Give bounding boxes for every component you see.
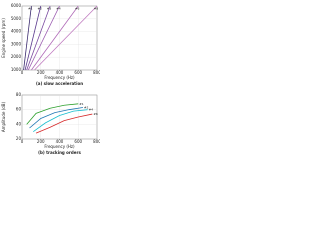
series-label: #1 — [79, 102, 84, 106]
y-tick-label: 4000 — [11, 29, 22, 34]
series-label: #4 — [89, 108, 94, 112]
y-tick-label: 3000 — [11, 41, 22, 46]
y-tick-label: 2000 — [11, 54, 22, 59]
series-label: #2 — [38, 7, 43, 11]
series-line — [26, 103, 79, 125]
series-line — [35, 113, 93, 134]
series-label: #6 — [93, 112, 98, 116]
y-tick-label: 6000 — [11, 3, 22, 8]
series-line — [31, 5, 79, 71]
series-line — [29, 107, 84, 129]
series-line — [27, 5, 60, 71]
x-tick-label: 0 — [21, 139, 24, 144]
y-tick-label: 5000 — [11, 16, 22, 21]
series-label: #4 — [56, 7, 61, 11]
page: 1000 2000 3000 4000 5000 6000 0 200 400 600 800 Fre… — [1, 3, 100, 155]
series-line — [26, 5, 51, 71]
y-axis-label: Amplitude (dB) — [1, 101, 6, 132]
x-tick-label: 200 — [37, 139, 45, 144]
series-label: #8 — [94, 7, 99, 11]
x-axis-label: Frequency (Hz) — [44, 75, 75, 80]
x-tick-label: 0 — [21, 70, 24, 75]
series-label: #6 — [75, 7, 80, 11]
series-line — [24, 5, 42, 71]
x-tick-label: 600 — [74, 139, 82, 144]
caption: (b) tracking orders — [38, 150, 81, 155]
series-line — [23, 5, 32, 71]
x-tick-label: 600 — [74, 70, 82, 75]
y-tick-label: 1000 — [11, 67, 22, 72]
x-tick-label: 400 — [56, 70, 64, 75]
y-tick-label: 40 — [16, 121, 22, 126]
x-axis-label: Frequency (Hz) — [44, 144, 75, 149]
y-tick-label: 60 — [16, 107, 22, 112]
x-tick-label: 800 — [93, 70, 100, 75]
caption: (a) slow acceleration — [36, 81, 83, 86]
y-tick-label: 20 — [16, 136, 22, 141]
y-axis-label: Engine speed (rpm) — [1, 18, 6, 58]
series-label: #3 — [47, 7, 52, 11]
series-line — [34, 5, 98, 71]
series-label: #2 — [84, 105, 89, 109]
x-tick-label: 400 — [56, 139, 64, 144]
x-tick-label: 200 — [37, 70, 45, 75]
x-tick-label: 800 — [93, 139, 100, 144]
series-line — [33, 109, 88, 132]
y-tick-label: 80 — [16, 92, 22, 97]
series-label: #1 — [28, 7, 33, 11]
